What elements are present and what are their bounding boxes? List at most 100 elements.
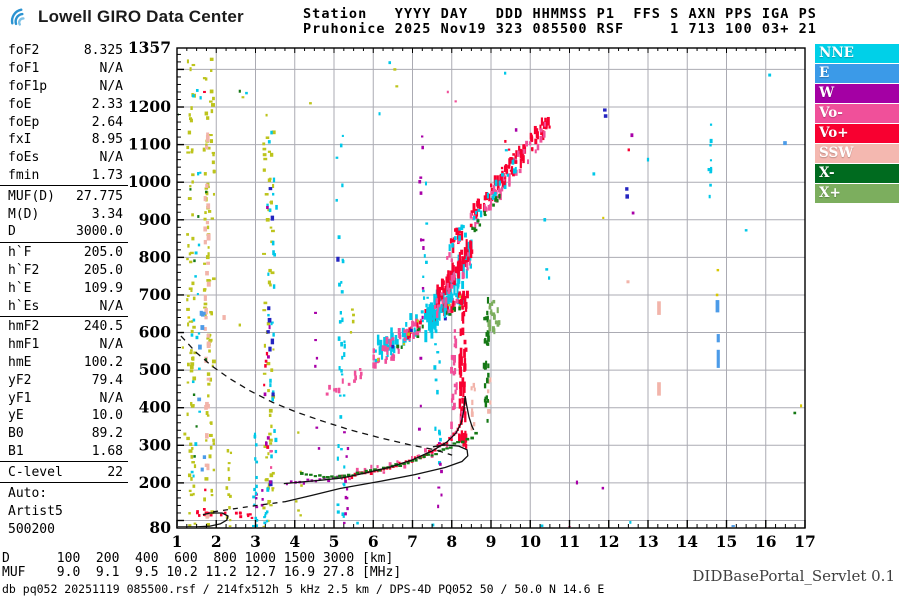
param-label: foE [8,96,32,112]
f-trace-black [283,396,466,485]
y-tick-label: 1100 [128,135,171,154]
distance-row: D 100 200 400 600 800 1000 1500 3000 [km… [2,551,394,566]
param-row-hme: hmE 100.2 [0,354,128,372]
legend-item-e: E [815,64,899,83]
legend-item-nne: NNE [815,44,899,63]
param-row-hes: h`Es N/A [0,297,128,315]
x-tick-label: 3 [250,532,261,551]
y-tick-label: 700 [139,285,172,304]
param-value: N/A [99,78,123,94]
legend-item-x: X+ [815,184,899,203]
x-tick-label: 7 [407,532,418,551]
grid-lines [177,48,805,528]
param-value: 2.64 [91,114,123,130]
param-row-fmin: fmin 1.73 [0,167,128,185]
y-tick-label: 900 [139,210,172,229]
y-tick-label: 1357 [128,38,171,57]
param-value: 89.2 [91,426,123,442]
x-tick-label: 17 [794,532,816,551]
param-label: foF2 [8,43,40,59]
param-value: 3.34 [91,206,123,222]
second-curve-dashed-start [213,501,285,513]
param-label: hmF2 [8,319,40,335]
param-separator [0,241,128,243]
param-row-foe: foE 2.33 [0,95,128,113]
x-tick-label: 11 [559,532,581,551]
param-label: C-level [8,464,63,480]
trace-curves [178,335,475,527]
legend-item-vo: Vo- [815,104,899,123]
x-tick-label: 10 [519,532,541,551]
param-value: 1.68 [91,443,123,459]
param-row-fxi: fxI 8.95 [0,131,128,149]
param-value: 2.33 [91,96,123,112]
param-value: 79.4 [91,372,123,388]
y-tick-label: 300 [139,435,172,454]
param-row-hf: h`F 205.0 [0,244,128,262]
param-label: h`F2 [8,262,40,278]
e-trace-hook [178,512,229,527]
param-label: foF1p [8,78,48,94]
second-curve-solid-hook [284,444,469,503]
param-row-b0: B0 89.2 [0,425,128,443]
param-label: h`F [8,245,32,261]
x-tick-label: 1 [172,532,183,551]
giro-logo-icon [10,8,25,26]
axes [176,47,806,529]
legend-item-x: X- [815,164,899,183]
param-label: D [8,224,16,240]
muf-row: MUF 9.0 9.1 9.5 10.2 11.2 12.7 16.9 27.8… [2,565,402,580]
param-value: 240.5 [83,319,123,335]
giro-logo: Lowell GIRO Data Center [8,6,244,28]
f-cusp-right-branch [464,395,475,431]
x-tick-label: 2 [211,532,222,551]
param-separator [0,482,128,484]
param-label: MUF(D) [8,188,55,204]
param-row-clevel: C-level 22 [0,463,128,481]
param-label: yF2 [8,372,32,388]
autoscaler-line: Artist5 [8,503,63,519]
y-tick-label: 1200 [128,97,171,116]
param-value: N/A [99,337,123,353]
y-tick-label: 800 [139,247,172,266]
param-separator [0,315,128,317]
param-label: hmE [8,354,32,370]
station-header-line2: Pruhonice 2025 Nov19 323 085500 RSF 1 71… [303,21,817,37]
param-row-hf2: h`F2 205.0 [0,262,128,280]
x-tick-label: 5 [329,532,340,551]
param-row-fof1p: foF1p N/A [0,78,128,96]
x-tick-label: 8 [446,532,457,551]
x-tick-label: 14 [676,532,698,551]
param-value: N/A [99,298,123,314]
param-row-md: M(D) 3.34 [0,205,128,223]
y-tick-label: 1000 [128,172,171,191]
param-row-foep: foEp 2.64 [0,113,128,131]
param-row-foes: foEs N/A [0,149,128,167]
servlet-version: DIDBasePortal_Servlet 0.1 [692,567,895,585]
y-tick-label: 600 [139,323,172,342]
param-label: M(D) [8,206,40,222]
legend-item-ssw: SSW [815,144,899,163]
param-value: 27.775 [76,188,123,204]
y-tick-label: 80 [149,518,171,537]
param-value: N/A [99,61,123,77]
x-tick-label: 9 [486,532,497,551]
param-row-hmf1: hmF1 N/A [0,336,128,354]
param-label: B0 [8,426,24,442]
param-value: 205.0 [83,262,123,278]
param-row-yf1: yF1 N/A [0,389,128,407]
y-tick-label: 200 [139,473,172,492]
echo-scatter [178,57,803,527]
legend-item-vo: Vo+ [815,124,899,143]
param-label: h`E [8,280,32,296]
param-label: fmin [8,167,40,183]
param-value: 3000.0 [76,224,123,240]
param-label: yE [8,408,24,424]
param-value: 205.0 [83,245,123,261]
param-row-fof2: foF2 8.325 [0,42,128,60]
muf-transmission-curve [180,335,453,456]
x-tick-label: 13 [637,532,659,551]
autoscaler-line: 500200 [8,521,55,537]
